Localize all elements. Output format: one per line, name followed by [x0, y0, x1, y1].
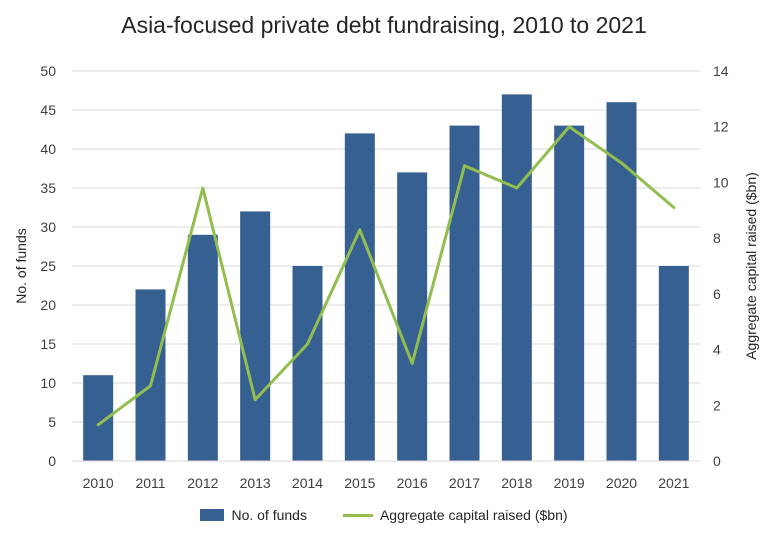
x-tick-label: 2017 [449, 475, 480, 491]
y2-tick-label: 14 [713, 63, 729, 79]
x-tick-label: 2013 [240, 475, 271, 491]
legend-swatch-bar [200, 509, 225, 521]
x-tick-label: 2016 [397, 475, 428, 491]
y-axis-title: No. of funds [13, 228, 29, 304]
bar [344, 133, 375, 461]
y-tick-label: 40 [40, 141, 56, 157]
bar [397, 172, 428, 461]
bar [135, 289, 166, 461]
bar [240, 211, 271, 461]
legend: No. of funds Aggregate capital raised ($… [0, 507, 768, 523]
legend-swatch-line [342, 513, 373, 517]
x-tick-label: 2019 [554, 475, 585, 491]
y-tick-label: 30 [40, 219, 56, 235]
bar [658, 266, 689, 461]
y-tick-label: 25 [40, 258, 56, 274]
bar [554, 125, 585, 461]
y2-tick-label: 12 [713, 119, 729, 135]
x-tick-label: 2021 [658, 475, 689, 491]
x-tick-label: 2015 [344, 475, 375, 491]
y2-axis-title: Aggregate capital raised ($bn) [743, 172, 759, 360]
x-tick-label: 2018 [501, 475, 532, 491]
y2-tick-label: 2 [713, 397, 721, 413]
legend-item-capital: Aggregate capital raised ($bn) [342, 507, 568, 523]
bar [501, 94, 532, 462]
legend-item-funds: No. of funds [200, 507, 307, 523]
y-tick-label: 10 [40, 375, 56, 391]
chart-title: Asia-focused private debt fundraising, 2… [121, 12, 647, 38]
y-tick-label: 5 [48, 414, 56, 430]
bar [292, 266, 323, 461]
bar [449, 125, 480, 461]
x-tick-label: 2011 [135, 475, 165, 491]
x-tick-label: 2012 [187, 475, 218, 491]
y-tick-label: 20 [40, 297, 56, 313]
bar [187, 234, 218, 461]
y-tick-label: 0 [48, 453, 56, 469]
x-tick-label: 2010 [83, 475, 114, 491]
x-tick-label: 2014 [292, 475, 323, 491]
y-tick-label: 15 [40, 336, 56, 352]
y2-tick-label: 8 [713, 230, 721, 246]
x-tick-label: 2020 [606, 475, 637, 491]
y-tick-label: 45 [40, 102, 56, 118]
legend-label-capital: Aggregate capital raised ($bn) [379, 507, 568, 523]
line-series-capital [96, 125, 676, 427]
y2-tick-label: 6 [713, 286, 721, 302]
y2-tick-label: 10 [713, 174, 729, 190]
legend-label-funds: No. of funds [231, 507, 307, 523]
y2-tick-label: 0 [713, 453, 721, 469]
y-tick-label: 50 [40, 63, 56, 79]
y2-tick-label: 4 [713, 342, 721, 358]
y-tick-label: 35 [40, 180, 56, 196]
